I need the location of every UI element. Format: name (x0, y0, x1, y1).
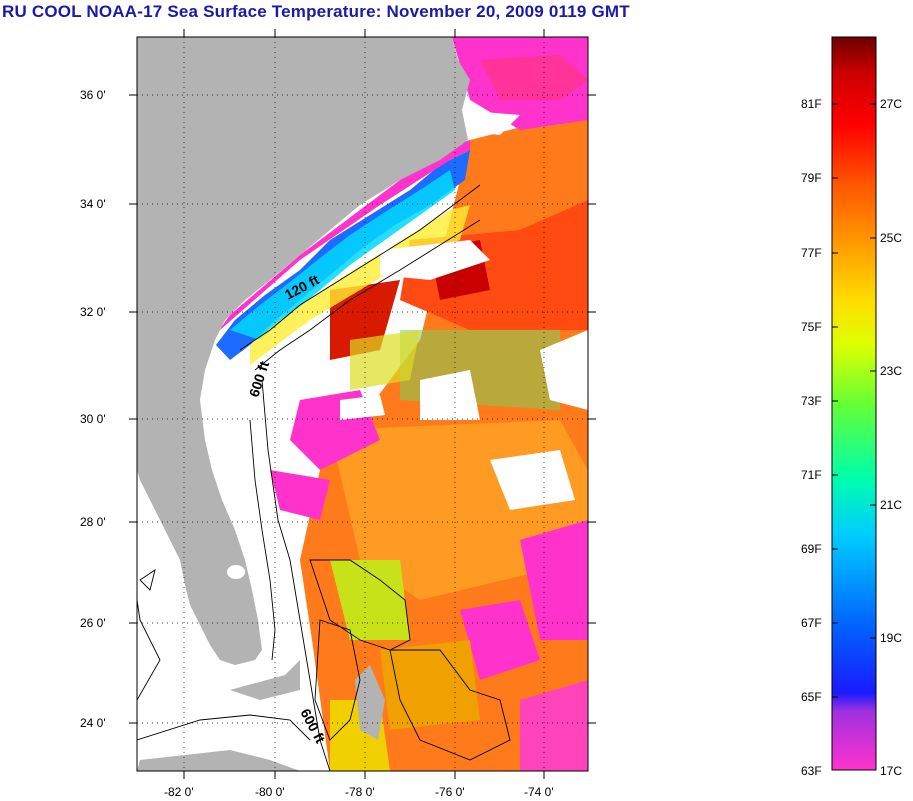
map-title: RU COOL NOAA-17 Sea Surface Temperature:… (2, 2, 630, 21)
lat-label-34: 34 0' (80, 197, 106, 211)
colorbar-ticks (832, 103, 876, 698)
sst-imagery (160, 37, 588, 771)
f-label-79: 79F (801, 171, 822, 185)
colorbar-celsius-labels: 27C 25C 23C 21C 19C 17C (880, 97, 902, 778)
f-label-77: 77F (801, 246, 822, 260)
f-label-73: 73F (801, 394, 822, 408)
map-panel: 36 0' 34 0' 32 0' 30 0' 28 0' 26 0' 24 0… (80, 29, 596, 799)
lat-label-32: 32 0' (80, 305, 106, 319)
colorbar: 81F 79F 77F 75F 73F 71F 69F 67F 65F 63F … (801, 36, 902, 778)
f-label-69: 69F (801, 542, 822, 556)
f-label-67: 67F (801, 616, 822, 630)
lat-label-30: 30 0' (80, 412, 106, 426)
landmass (137, 37, 470, 771)
f-label-71: 71F (801, 468, 822, 482)
f-label-63: 63F (801, 764, 822, 778)
map-frame (136, 36, 589, 772)
lat-label-26: 26 0' (80, 616, 106, 630)
bathymetry-contours (137, 184, 511, 771)
c-label-19: 19C (880, 631, 902, 645)
colorbar-gradient (831, 36, 877, 771)
c-label-23: 23C (880, 364, 902, 378)
lat-tick-labels: 36 0' 34 0' 32 0' 30 0' 28 0' 26 0' 24 0… (80, 88, 106, 730)
frame-ticks (129, 29, 596, 779)
f-label-65: 65F (801, 690, 822, 704)
lon-tick-labels: -82 0' -80 0' -78 0' -76 0' -74 0' (164, 785, 554, 799)
lat-label-36: 36 0' (80, 88, 106, 102)
f-label-75: 75F (801, 320, 822, 334)
lon-label-74: -74 0' (524, 785, 554, 799)
lon-label-82: -82 0' (164, 785, 194, 799)
lon-label-78: -78 0' (345, 785, 375, 799)
graticule (137, 37, 588, 771)
c-label-27: 27C (880, 97, 902, 111)
lat-label-24: 24 0' (80, 716, 106, 730)
f-label-81: 81F (801, 97, 822, 111)
c-label-17: 17C (880, 764, 902, 778)
lon-label-80: -80 0' (255, 785, 285, 799)
colorbar-fahrenheit-labels: 81F 79F 77F 75F 73F 71F 69F 67F 65F 63F (801, 97, 822, 778)
lat-label-28: 28 0' (80, 515, 106, 529)
lon-label-76: -76 0' (435, 785, 465, 799)
c-label-25: 25C (880, 231, 902, 245)
c-label-21: 21C (880, 498, 902, 512)
